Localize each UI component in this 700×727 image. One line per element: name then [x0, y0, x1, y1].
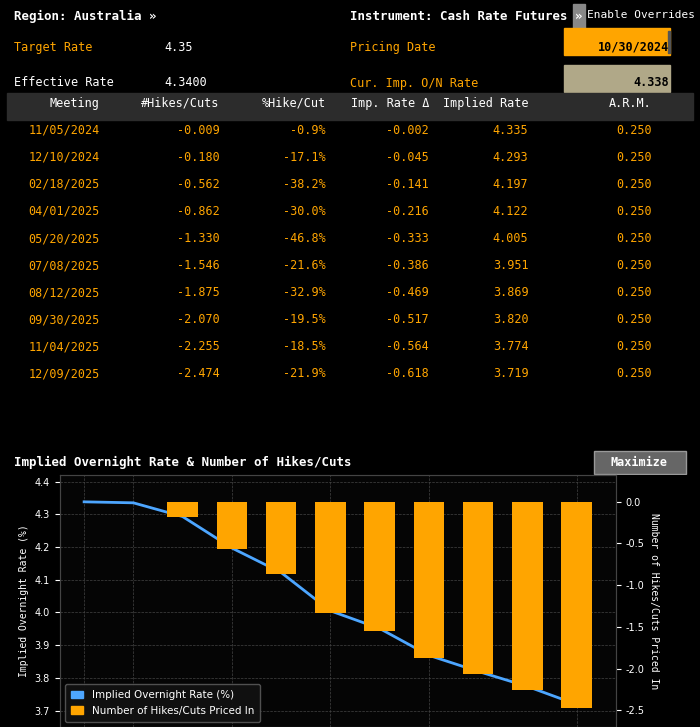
Text: -0.333: -0.333 — [386, 232, 429, 245]
Text: 4.005: 4.005 — [493, 232, 528, 245]
Text: 11/04/2025: 11/04/2025 — [29, 340, 99, 353]
Text: -2.070: -2.070 — [177, 313, 220, 326]
Y-axis label: Number of Hikes/Cuts Priced In: Number of Hikes/Cuts Priced In — [649, 513, 659, 689]
Text: 4.3400: 4.3400 — [164, 76, 207, 89]
Text: -0.469: -0.469 — [386, 286, 429, 299]
Text: -0.045: -0.045 — [386, 151, 429, 164]
Text: 0.250: 0.250 — [616, 340, 652, 353]
Bar — [561, 502, 592, 708]
Text: 3.719: 3.719 — [493, 367, 528, 380]
Text: Pricing Date: Pricing Date — [350, 41, 435, 54]
Text: 12/09/2025: 12/09/2025 — [29, 367, 99, 380]
Text: -38.2%: -38.2% — [284, 178, 326, 191]
Text: 05/20/2025: 05/20/2025 — [29, 232, 99, 245]
Text: 0.250: 0.250 — [616, 178, 652, 191]
Text: 08/12/2025: 08/12/2025 — [29, 286, 99, 299]
Text: 12/10/2024: 12/10/2024 — [29, 151, 99, 164]
Text: 04/01/2025: 04/01/2025 — [29, 205, 99, 218]
Bar — [7, 93, 693, 120]
Text: 11/05/2024: 11/05/2024 — [29, 124, 99, 137]
Bar — [315, 502, 346, 613]
Bar — [573, 4, 585, 30]
Text: 0.250: 0.250 — [616, 232, 652, 245]
Text: -0.009: -0.009 — [177, 124, 220, 137]
Text: -0.517: -0.517 — [386, 313, 429, 326]
Text: -30.0%: -30.0% — [284, 205, 326, 218]
Text: 3.820: 3.820 — [493, 313, 528, 326]
Text: Implied Rate: Implied Rate — [443, 97, 528, 110]
Text: -0.564: -0.564 — [386, 340, 429, 353]
Text: -0.618: -0.618 — [386, 367, 429, 380]
Text: Cur. Imp. O/N Rate: Cur. Imp. O/N Rate — [350, 76, 478, 89]
Text: A.R.M.: A.R.M. — [609, 97, 652, 110]
Text: 10/30/2024: 10/30/2024 — [598, 41, 669, 54]
Text: -1.875: -1.875 — [177, 286, 220, 299]
Text: Implied Overnight Rate & Number of Hikes/Cuts: Implied Overnight Rate & Number of Hikes… — [14, 456, 351, 469]
Bar — [167, 502, 198, 517]
Text: Target Rate: Target Rate — [14, 41, 92, 54]
Text: Meeting: Meeting — [50, 97, 99, 110]
Text: 0.250: 0.250 — [616, 313, 652, 326]
Text: -1.546: -1.546 — [177, 259, 220, 272]
Bar — [414, 502, 444, 658]
Text: 4.335: 4.335 — [493, 124, 528, 137]
Text: -0.141: -0.141 — [386, 178, 429, 191]
Bar — [266, 502, 296, 574]
Text: -0.386: -0.386 — [386, 259, 429, 272]
Text: -0.216: -0.216 — [386, 205, 429, 218]
Text: #Hikes/Cuts: #Hikes/Cuts — [141, 97, 220, 110]
Text: 0.250: 0.250 — [616, 205, 652, 218]
Text: 3.774: 3.774 — [493, 340, 528, 353]
Bar — [463, 502, 494, 675]
Text: -2.255: -2.255 — [177, 340, 220, 353]
Bar — [364, 502, 395, 631]
Text: 07/08/2025: 07/08/2025 — [29, 259, 99, 272]
Bar — [512, 502, 542, 690]
Bar — [564, 65, 671, 92]
Text: Effective Rate: Effective Rate — [14, 76, 113, 89]
Text: Instrument: Cash Rate Futures »: Instrument: Cash Rate Futures » — [350, 10, 582, 23]
Bar — [216, 502, 247, 549]
Text: Maximize: Maximize — [611, 456, 668, 469]
Text: Enable Overrides: Enable Overrides — [587, 10, 694, 20]
Text: 0.250: 0.250 — [616, 286, 652, 299]
Text: 09/30/2025: 09/30/2025 — [29, 313, 99, 326]
Text: -17.1%: -17.1% — [284, 151, 326, 164]
Bar — [668, 31, 671, 52]
Text: -0.9%: -0.9% — [290, 124, 326, 137]
Text: 3.951: 3.951 — [493, 259, 528, 272]
Text: -0.002: -0.002 — [386, 124, 429, 137]
Text: -21.6%: -21.6% — [284, 259, 326, 272]
Text: Imp. Rate Δ: Imp. Rate Δ — [351, 97, 429, 110]
FancyBboxPatch shape — [594, 451, 686, 474]
Text: 4.122: 4.122 — [493, 205, 528, 218]
Text: -46.8%: -46.8% — [284, 232, 326, 245]
Text: Region: Australia »: Region: Australia » — [14, 10, 156, 23]
Text: -2.474: -2.474 — [177, 367, 220, 380]
Text: -0.180: -0.180 — [177, 151, 220, 164]
Text: -18.5%: -18.5% — [284, 340, 326, 353]
Text: 3.869: 3.869 — [493, 286, 528, 299]
Legend: Implied Overnight Rate (%), Number of Hikes/Cuts Priced In: Implied Overnight Rate (%), Number of Hi… — [64, 684, 260, 722]
Text: 0.250: 0.250 — [616, 124, 652, 137]
Text: -21.9%: -21.9% — [284, 367, 326, 380]
Text: %Hike/Cut: %Hike/Cut — [262, 97, 326, 110]
Text: -32.9%: -32.9% — [284, 286, 326, 299]
Y-axis label: Implied Overnight Rate (%): Implied Overnight Rate (%) — [19, 525, 29, 678]
Text: 0.250: 0.250 — [616, 151, 652, 164]
Text: 4.293: 4.293 — [493, 151, 528, 164]
Text: -0.862: -0.862 — [177, 205, 220, 218]
Bar — [564, 28, 671, 55]
Text: 02/18/2025: 02/18/2025 — [29, 178, 99, 191]
Text: 4.338: 4.338 — [634, 76, 669, 89]
Text: 4.197: 4.197 — [493, 178, 528, 191]
Text: 4.35: 4.35 — [164, 41, 193, 54]
Text: -19.5%: -19.5% — [284, 313, 326, 326]
Text: -1.330: -1.330 — [177, 232, 220, 245]
Text: 0.250: 0.250 — [616, 259, 652, 272]
Text: 0.250: 0.250 — [616, 367, 652, 380]
Text: -0.562: -0.562 — [177, 178, 220, 191]
